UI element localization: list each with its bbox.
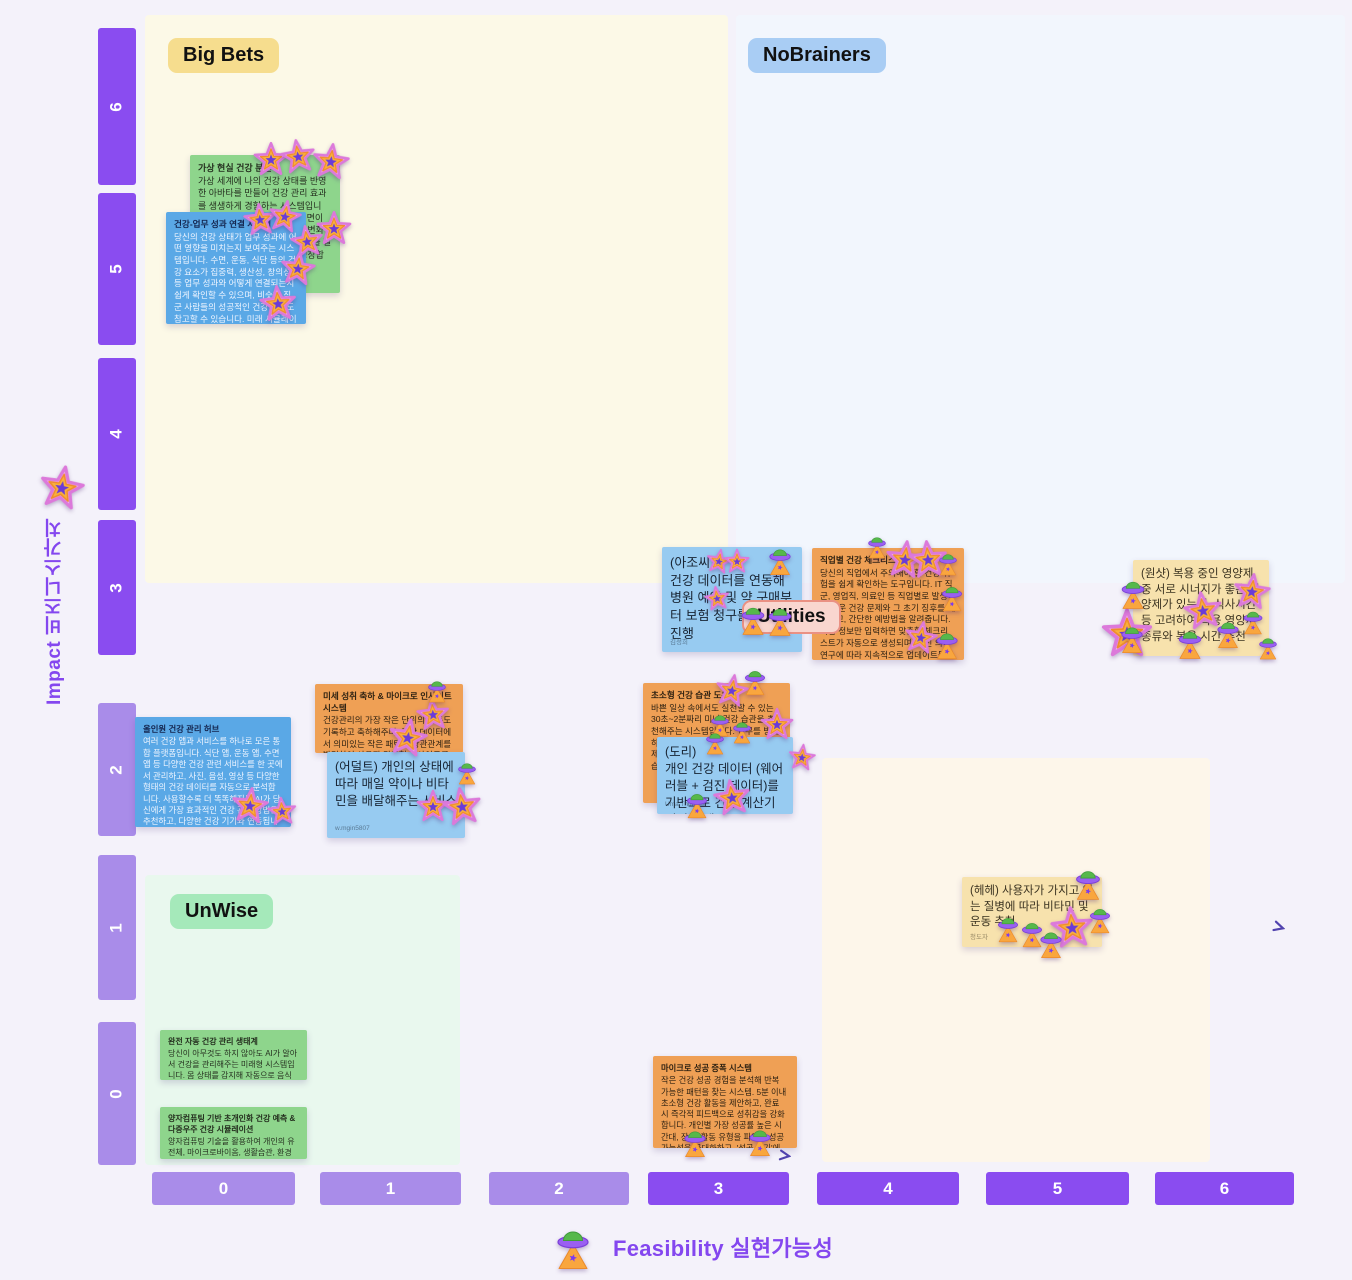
ufo-sticker[interactable]: [763, 543, 797, 577]
x-axis-band-4: 4: [817, 1172, 959, 1205]
star-sticker[interactable]: [266, 795, 299, 828]
star-sticker[interactable]: [385, 714, 431, 760]
x-axis-band-label: 6: [1219, 1178, 1230, 1198]
x-axis-band-label: 4: [883, 1178, 893, 1198]
x-axis-band-5: 5: [986, 1172, 1129, 1205]
quadrant-area-utilities: [822, 758, 1210, 1162]
note-body: 양자컴퓨팅 기술을 활용하여 개인의 유전체, 마이크로바이옴, 생활습관, 환…: [168, 1136, 295, 1159]
x-axis-band-label: 3: [713, 1178, 724, 1198]
ufo-sticker[interactable]: [930, 627, 964, 661]
star-sticker[interactable]: [724, 548, 750, 574]
x-axis-band-6: 6: [1155, 1172, 1294, 1205]
note-body: 작은 건강 성공 경험을 분석해 반복 가능한 패턴을 찾는 시스템. 5분 이…: [661, 1075, 787, 1148]
star-sticker[interactable]: [702, 583, 731, 612]
ufo-sticker[interactable]: [1069, 864, 1107, 902]
quadrant-area-nobrainers: [736, 15, 1345, 583]
y-axis-band-label: 1: [107, 922, 126, 933]
ufo-sticker[interactable]: [1084, 903, 1116, 935]
star-sticker[interactable]: [229, 784, 271, 826]
y-axis-band-label: 0: [107, 1088, 126, 1099]
ufo-sticker[interactable]: [423, 676, 451, 704]
star-sticker[interactable]: [439, 783, 484, 828]
ufo-sticker[interactable]: [678, 1125, 712, 1159]
y-axis-band-3: 3: [98, 520, 136, 655]
ufo-sticker[interactable]: [701, 728, 729, 756]
star-sticker[interactable]: [786, 741, 817, 772]
sticky-note-quantum-simulation[interactable]: 양자컴퓨팅 기반 초개인화 건강 예측 & 다중우주 건강 시뮬레이션 양자컴퓨팅…: [160, 1107, 307, 1159]
note-title: 올인원 건강 관리 허브: [143, 724, 220, 734]
ufo-sticker[interactable]: [1238, 606, 1268, 636]
note-body: 당신이 아무것도 하지 않아도 AI가 알아서 건강을 관리해주는 미래형 시스…: [168, 1048, 298, 1080]
note-author: w.mgin5807: [335, 825, 370, 833]
y-axis-band-1: 1: [98, 855, 136, 1000]
star-sticker[interactable]: [711, 776, 754, 819]
quadrant-label-text: UnWise: [185, 900, 259, 922]
quadrant-label-text: Utilities: [757, 606, 826, 627]
x-axis-band-label: 1: [385, 1178, 396, 1198]
ufo-sticker[interactable]: [1034, 926, 1068, 960]
star-sticker[interactable]: [760, 707, 794, 741]
x-axis-band-1: 1: [320, 1172, 461, 1205]
ufo-sticker[interactable]: [934, 549, 962, 577]
note-author: 김성희: [670, 639, 688, 647]
star-sticker[interactable]: [278, 248, 318, 288]
ufo-sticker[interactable]: [743, 1124, 777, 1158]
ufo-sticker[interactable]: [762, 602, 798, 638]
y-axis-band-label: 4: [107, 429, 126, 439]
quadrant-label-nobrainers[interactable]: NoBrainers: [748, 38, 886, 73]
y-axis-band-4: 4: [98, 358, 136, 510]
ufo-sticker[interactable]: [863, 532, 891, 560]
ufo-sticker[interactable]: [739, 665, 771, 697]
y-axis-band-0: 0: [98, 1022, 136, 1165]
x-axis-band-3: 3: [648, 1172, 789, 1205]
ufo-sticker[interactable]: [1115, 575, 1151, 611]
y-axis-band-label: 3: [107, 582, 126, 593]
note-title: 건강-업무 성과 연결 시스템: [174, 219, 271, 229]
note-author: Uma Thurman: [665, 801, 707, 809]
y-axis-band-label: 5: [107, 264, 126, 274]
note-title: 미세 성취 축하 & 마이크로 인사이트 시스템: [323, 691, 452, 713]
quadrant-label-text: NoBrainers: [763, 44, 871, 66]
note-body: 당신의 건강 상태가 업무 성과에 어떤 영향을 미치는지 보여주는 시스템입니…: [174, 231, 297, 324]
x-axis-band-label: 2: [554, 1178, 564, 1198]
ufo-sticker[interactable]: [936, 581, 968, 613]
y-axis-band-5: 5: [98, 193, 136, 345]
y-axis-band-label: 2: [107, 764, 126, 775]
x-axis-band-0: 0: [152, 1172, 295, 1205]
note-title: 완전 자동 건강 관리 생태계: [168, 1037, 258, 1046]
note-author: 청도자: [970, 934, 988, 942]
x-axis-band-label: 5: [1052, 1178, 1063, 1198]
y-axis-band-label: 6: [107, 101, 126, 112]
ufo-sticker[interactable]: [1115, 621, 1149, 655]
note-title: 마이크로 성공 증폭 시스템: [661, 1063, 752, 1073]
x-axis-band-label: 0: [218, 1178, 229, 1198]
ufo-sticker[interactable]: [681, 788, 713, 820]
y-axis-title: Impact 비즈니스가치: [44, 517, 65, 705]
ufo-sticker[interactable]: [1172, 625, 1208, 661]
star-sticker[interactable]: [35, 460, 88, 513]
note-title: 가상 현실 건강 분신: [198, 163, 272, 173]
sticky-note-all-in-one-hub[interactable]: 올인원 건강 관리 허브 여러 건강 앱과 서비스를 하나로 모은 통합 플랫폼입…: [135, 717, 291, 827]
star-sticker[interactable]: [257, 282, 298, 323]
ufo-sticker[interactable]: [1254, 633, 1282, 661]
y-axis-band-6: 6: [98, 28, 136, 185]
ufo-sticker[interactable]: [548, 1222, 598, 1272]
quadrant-label-unwise[interactable]: UnWise: [170, 894, 274, 929]
ufo-sticker[interactable]: [728, 717, 756, 745]
x-axis-title: Feasibility 실현가능성: [613, 1236, 834, 1261]
ufo-sticker[interactable]: [453, 758, 481, 786]
note-title: 양자컴퓨팅 기반 초개인화 건강 예측 & 다중우주 건강 시뮬레이션: [168, 1114, 296, 1134]
note-title: 초소형 건강 습관 도우미: [651, 690, 738, 700]
y-axis-band-2: 2: [98, 703, 136, 836]
quadrant-label-big-bets[interactable]: Big Bets: [168, 38, 280, 73]
star-sticker[interactable]: [310, 140, 352, 182]
x-axis-band-2: 2: [489, 1172, 629, 1205]
quadrant-label-text: Big Bets: [183, 44, 265, 66]
note-title: 직업별 건강 체크리스트: [820, 555, 904, 565]
